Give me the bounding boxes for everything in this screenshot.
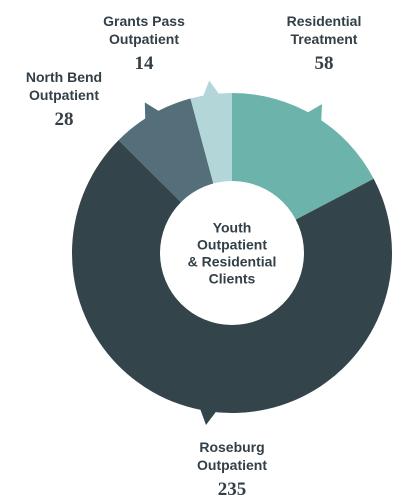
- slice-residential-treatment-value: 58: [315, 53, 334, 74]
- slice-labels: Residential Treatment 58 Roseburg Outpatient…: [26, 13, 361, 500]
- slice-residential-treatment-pointer: [306, 104, 322, 123]
- slice-north-bend-outpatient-value: 28: [55, 109, 74, 130]
- slice-roseburg-outpatient-label: Roseburg Outpatient: [197, 439, 267, 473]
- slice-north-bend-outpatient-pointer: [144, 102, 161, 121]
- slice-grants-pass-outpatient-value: 14: [135, 53, 155, 74]
- slice-north-bend-outpatient-label: North Bend Outpatient: [26, 69, 102, 103]
- slice-roseburg-outpatient-pointer: [199, 407, 218, 425]
- slice-grants-pass-outpatient-pointer: [202, 80, 221, 98]
- center-label: Youth Outpatient & Residential Clients: [188, 220, 277, 287]
- slice-grants-pass-outpatient-label: Grants Pass Outpatient: [103, 13, 185, 47]
- slice-residential-treatment-label: Residential Treatment: [287, 13, 362, 47]
- label-pointers: [144, 80, 322, 425]
- donut-hole: [160, 181, 304, 325]
- slice-roseburg-outpatient-value: 235: [218, 479, 247, 500]
- center-title: Youth Outpatient & Residential Clients: [188, 220, 277, 287]
